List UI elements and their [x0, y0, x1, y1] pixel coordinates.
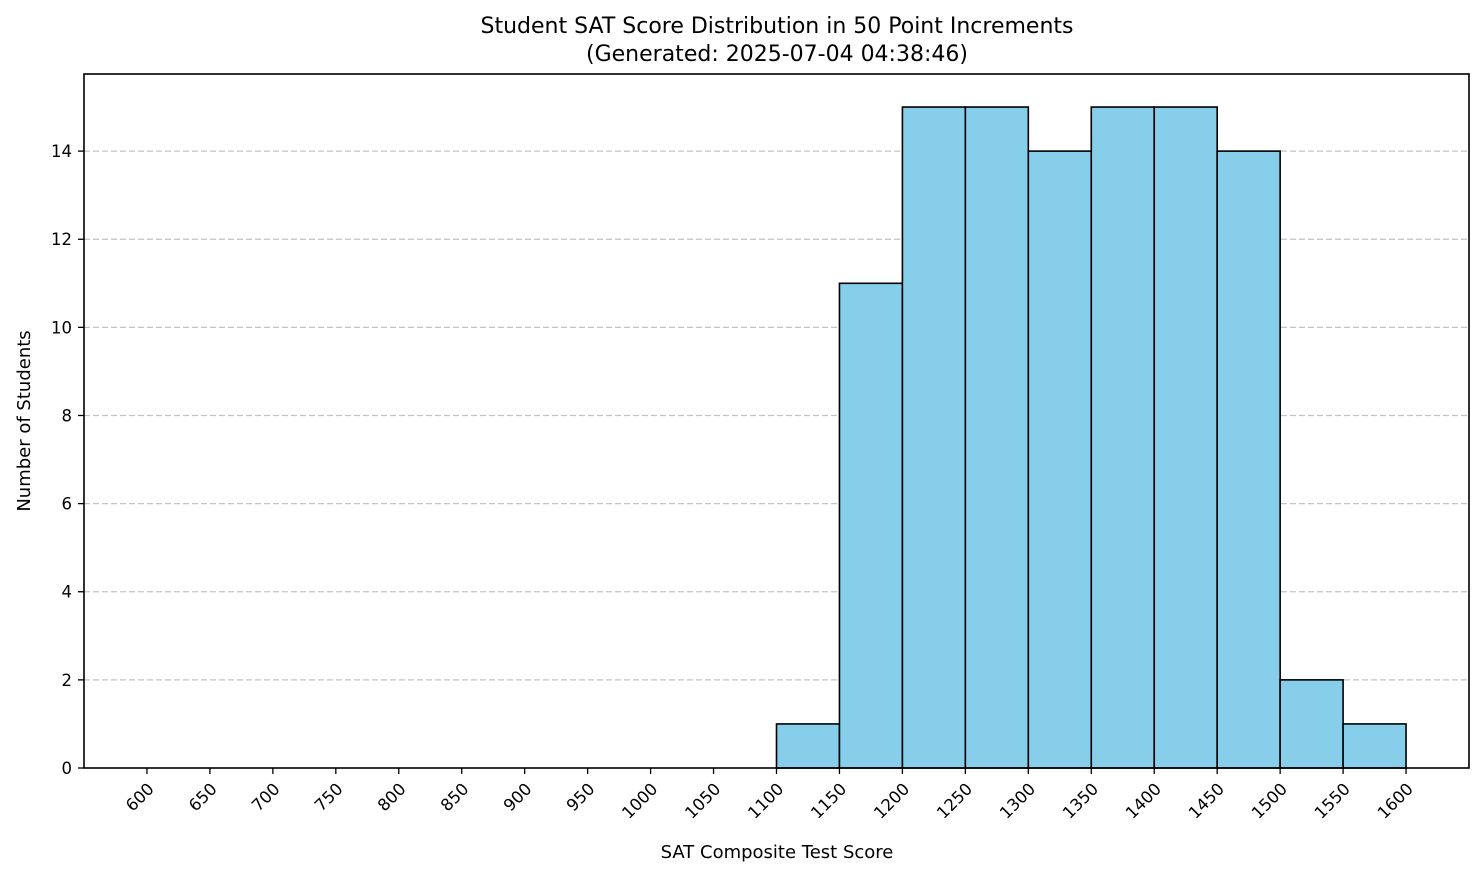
- histogram-bar: [775, 723, 841, 769]
- x-tick-label: 1000: [618, 779, 661, 822]
- y-axis-label: Number of Students: [14, 330, 35, 511]
- y-tick-label: 6: [62, 495, 73, 514]
- x-tick-label: 1050: [681, 779, 724, 822]
- chart-subtitle: (Generated: 2025-07-04 04:38:46): [586, 42, 968, 67]
- x-tick-label: 1350: [1059, 779, 1102, 822]
- x-tick-label: 1400: [1122, 779, 1165, 822]
- x-tick-label: 600: [122, 779, 158, 815]
- histogram-bar: [1153, 106, 1218, 769]
- x-tick-label: 900: [500, 779, 536, 815]
- x-tick-label: 700: [248, 779, 284, 815]
- y-tick-label: 0: [62, 759, 73, 778]
- histogram-bar: [1090, 106, 1156, 769]
- histogram-bar: [1342, 723, 1407, 769]
- histogram-bar: [901, 106, 967, 769]
- histogram-bar: [1216, 150, 1281, 769]
- x-tick-label: 1500: [1248, 779, 1291, 822]
- histogram-bars: [775, 106, 1407, 769]
- y-tick-label: 10: [51, 318, 72, 337]
- y-axis-ticks: 0 2 4 6 8 10 12 14: [51, 142, 84, 778]
- x-tick-label: 1250: [933, 779, 976, 822]
- x-tick-label: 1450: [1185, 779, 1228, 822]
- x-tick-label: 1100: [744, 779, 787, 822]
- x-tick-label: 650: [185, 779, 221, 815]
- y-tick-label: 2: [62, 671, 73, 690]
- x-tick-label: 750: [311, 779, 347, 815]
- histogram-bar: [964, 106, 1030, 769]
- chart-title: Student SAT Score Distribution in 50 Poi…: [481, 14, 1074, 39]
- x-axis-ticks: 600 650 700 750 800 850 900 950 1000 1050 1100 1150…: [122, 768, 1417, 823]
- x-tick-label: 1550: [1311, 779, 1354, 822]
- x-tick-label: 1300: [996, 779, 1039, 822]
- y-tick-label: 8: [62, 406, 73, 425]
- x-axis-label: SAT Composite Test Score: [661, 842, 894, 863]
- x-tick-label: 1150: [807, 779, 850, 822]
- histogram-bar: [1027, 150, 1093, 769]
- histogram-bar: [838, 282, 904, 769]
- y-tick-label: 14: [51, 142, 72, 161]
- x-tick-label: 800: [374, 779, 410, 815]
- histogram-bar: [1279, 679, 1344, 769]
- x-tick-label: 850: [437, 779, 473, 815]
- y-tick-label: 4: [62, 583, 73, 602]
- x-tick-label: 1200: [870, 779, 913, 822]
- x-tick-label: 950: [563, 779, 599, 815]
- x-tick-label: 1600: [1374, 779, 1417, 822]
- y-tick-label: 12: [51, 230, 72, 249]
